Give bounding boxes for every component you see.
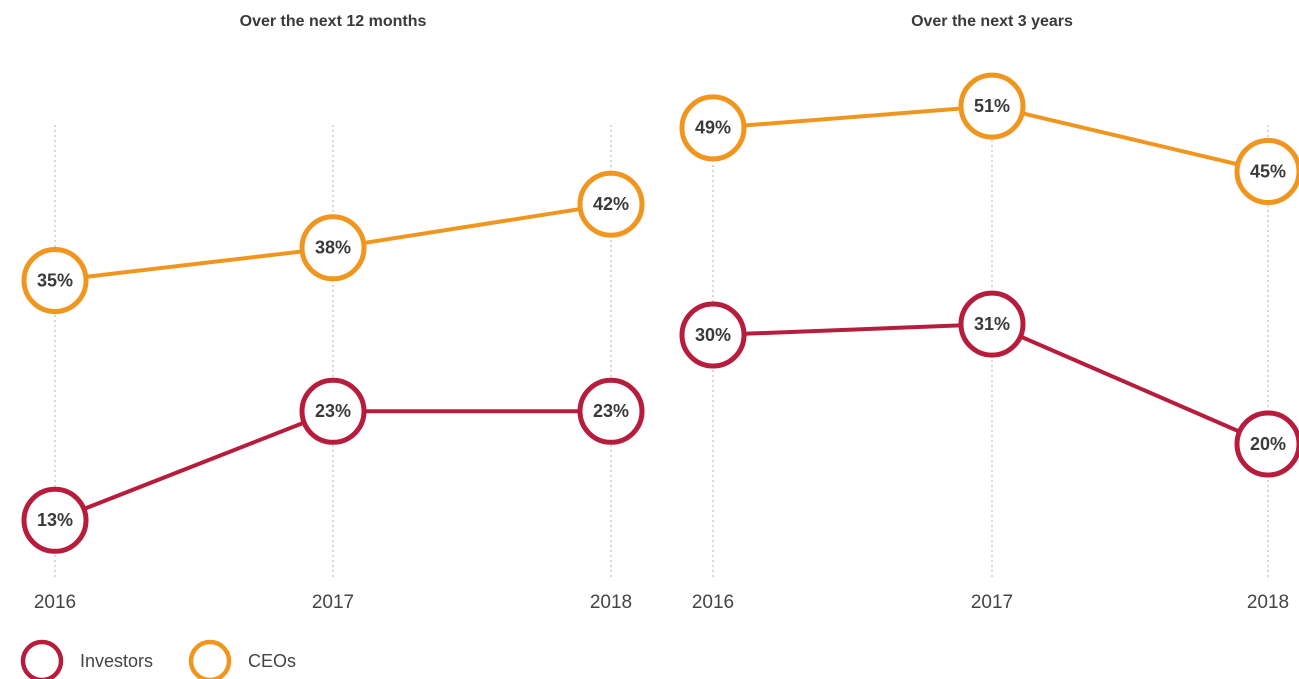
data-label: 23% <box>593 401 629 421</box>
data-label: 35% <box>37 270 73 290</box>
legend-swatch <box>188 639 232 679</box>
data-label: 30% <box>695 325 731 345</box>
data-point <box>577 170 645 238</box>
legend-label: CEOs <box>248 651 296 671</box>
data-point <box>577 377 645 445</box>
data-point <box>21 247 89 314</box>
x-tick-label: 2018 <box>590 592 632 613</box>
chart-title: Over the next 3 years <box>911 13 1073 30</box>
legend-swatch <box>20 639 64 679</box>
data-point <box>679 301 747 369</box>
x-tick-label: 2016 <box>34 592 76 613</box>
x-tick-label: 2018 <box>1247 592 1289 613</box>
x-tick-label: 2017 <box>971 592 1013 613</box>
data-label: 20% <box>1250 434 1286 454</box>
data-label: 23% <box>315 401 351 421</box>
data-point <box>958 72 1026 140</box>
data-point <box>21 486 89 554</box>
x-tick-label: 2016 <box>692 592 734 613</box>
data-label: 38% <box>315 238 351 258</box>
data-label: 51% <box>974 96 1010 116</box>
data-point <box>679 94 747 162</box>
data-label: 13% <box>37 510 73 530</box>
data-point <box>299 377 367 445</box>
chart-title: Over the next 12 months <box>240 13 427 30</box>
data-point <box>1234 410 1299 478</box>
data-label: 31% <box>974 314 1010 334</box>
legend-label: Investors <box>80 651 153 671</box>
data-label: 42% <box>593 194 629 214</box>
data-point <box>958 290 1026 358</box>
data-point <box>299 214 367 282</box>
x-tick-label: 2017 <box>312 592 354 613</box>
data-label: 49% <box>695 118 731 138</box>
data-point <box>1234 138 1299 205</box>
data-label: 45% <box>1250 161 1286 181</box>
